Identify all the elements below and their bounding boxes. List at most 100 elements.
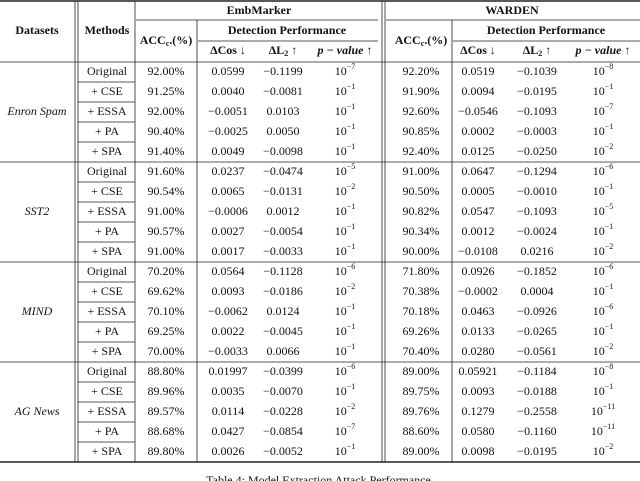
p-header: p − value ↑	[317, 43, 373, 57]
p-exponent: −1	[347, 202, 356, 211]
cell-value: 0.0463	[462, 304, 495, 318]
p-base: 10	[593, 284, 605, 298]
p-exponent: −2	[605, 442, 614, 451]
p-base: 10	[593, 144, 605, 158]
cell-value: 88.80%	[148, 364, 185, 378]
cell-value: 0.0580	[462, 424, 495, 438]
p-value: 10−6	[593, 162, 614, 178]
method-name: + SPA	[92, 344, 123, 358]
caption: Table 4: Model Extraction Attack Perform…	[206, 473, 434, 481]
p-value: 10−1	[335, 302, 356, 318]
cell-value: −0.0051	[208, 104, 248, 118]
p-exponent: −1	[347, 82, 356, 91]
p-base: 10	[593, 364, 605, 378]
cell-value: 92.40%	[403, 144, 440, 158]
p-value: 10−1	[335, 342, 356, 358]
p-value: 10−2	[593, 142, 614, 158]
p-exponent: −5	[605, 202, 614, 211]
l2-header-sub: 2	[538, 49, 542, 58]
p-base: 10	[335, 444, 347, 458]
cell-value: 0.0093	[212, 284, 245, 298]
p-exponent: −2	[347, 402, 356, 411]
cell-value: 0.0098	[462, 444, 495, 458]
p-header: p − value ↑	[575, 43, 631, 57]
p-base: 10	[593, 444, 605, 458]
p-exponent: −8	[605, 362, 614, 371]
p-exponent: −1	[605, 82, 614, 91]
cell-value: 0.0093	[462, 384, 495, 398]
p-value: 10−7	[335, 62, 356, 78]
cell-value: −0.0045	[263, 324, 303, 338]
cell-value: −0.1128	[263, 264, 302, 278]
cell-value: 91.40%	[148, 144, 185, 158]
p-exponent: −1	[347, 122, 356, 131]
p-base: 10	[335, 84, 347, 98]
p-exponent: −1	[347, 302, 356, 311]
p-base: 10	[593, 124, 605, 138]
cell-value: −0.0081	[263, 84, 303, 98]
method-name: + PA	[95, 124, 119, 138]
p-base: 10	[593, 164, 605, 178]
p-value: 10−1	[335, 202, 356, 218]
cell-value: 0.0427	[212, 424, 245, 438]
p-exponent: −2	[605, 242, 614, 251]
cell-value: −0.1093	[517, 204, 557, 218]
cos-header: ΔCos ↓	[460, 43, 496, 57]
group-header: WARDEN	[485, 3, 539, 17]
cell-value: 0.0124	[267, 304, 300, 318]
method-name: + PA	[95, 224, 119, 238]
p-base: 10	[593, 264, 605, 278]
acc-header-sub: c	[421, 39, 425, 48]
l2-header-main: ΔL	[523, 43, 539, 57]
p-value: 10−1	[593, 322, 614, 338]
p-header-main: p − value	[575, 43, 623, 57]
cell-value: 70.10%	[148, 304, 185, 318]
method-name: + SPA	[92, 144, 123, 158]
cell-value: 0.01997	[209, 364, 248, 378]
cell-value: 70.18%	[403, 304, 440, 318]
p-value: 10−1	[593, 382, 614, 398]
cell-value: −0.0131	[263, 184, 303, 198]
method-name: + SPA	[92, 244, 123, 258]
acc-header-rest: .(%)	[169, 33, 192, 47]
cell-value: −0.1160	[517, 424, 556, 438]
method-name: + ESSA	[87, 204, 126, 218]
cell-value: −0.0010	[517, 184, 557, 198]
p-exponent: −6	[605, 162, 614, 171]
cell-value: −0.0854	[263, 424, 303, 438]
p-exponent: −1	[347, 242, 356, 251]
acc-header-rest: .(%)	[424, 33, 447, 47]
cell-value: 70.20%	[148, 264, 185, 278]
cell-value: 90.57%	[148, 224, 185, 238]
p-value: 10−1	[335, 82, 356, 98]
p-value: 10−6	[335, 262, 356, 278]
cell-value: −0.0926	[517, 304, 557, 318]
datasets-header: Datasets	[15, 23, 59, 37]
cell-value: 0.1279	[462, 404, 495, 418]
p-base: 10	[591, 424, 603, 438]
cell-value: 90.50%	[403, 184, 440, 198]
cell-value: 0.0017	[212, 244, 245, 258]
method-name: Original	[87, 64, 128, 78]
cell-value: 0.0050	[267, 124, 300, 138]
cell-value: −0.0052	[263, 444, 303, 458]
p-exponent: −1	[347, 342, 356, 351]
p-exponent: −1	[347, 322, 356, 331]
p-base: 10	[335, 364, 347, 378]
p-exponent: −1	[347, 142, 356, 151]
cell-value: −0.0025	[208, 124, 248, 138]
cell-value: 0.0647	[462, 164, 495, 178]
l2-header-rest: ↑	[288, 43, 297, 57]
p-value: 10−1	[593, 122, 614, 138]
method-name: + SPA	[92, 444, 123, 458]
p-base: 10	[593, 84, 605, 98]
cell-value: −0.1852	[517, 264, 557, 278]
cell-value: 0.0012	[267, 204, 300, 218]
cell-value: 0.0133	[462, 324, 495, 338]
method-name: + CSE	[91, 184, 123, 198]
p-base: 10	[593, 304, 605, 318]
p-value: 10−1	[593, 282, 614, 298]
cell-value: 89.00%	[403, 364, 440, 378]
p-value: 10−6	[593, 262, 614, 278]
dataset-name: AG News	[14, 404, 60, 418]
